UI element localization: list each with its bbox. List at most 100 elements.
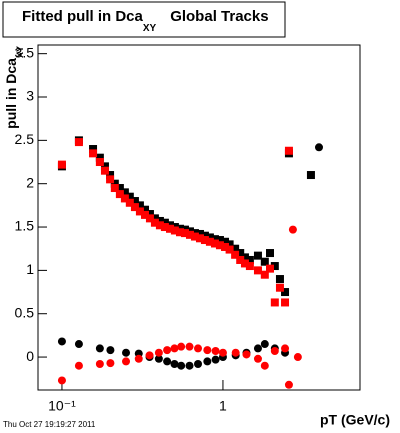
circle-marker	[260, 340, 269, 349]
square-marker	[170, 226, 179, 235]
circle-marker	[253, 354, 262, 363]
y-tick-label: 0	[26, 348, 34, 364]
circle-marker	[260, 361, 269, 370]
circle-marker	[163, 357, 172, 366]
square-marker	[185, 230, 194, 239]
square-marker	[210, 239, 219, 248]
square-marker	[225, 245, 234, 254]
square-marker	[145, 214, 154, 223]
square-marker	[150, 218, 159, 227]
circle-marker	[314, 143, 323, 152]
square-marker	[245, 262, 254, 271]
square-marker	[175, 228, 184, 237]
circle-marker	[284, 380, 293, 389]
circle-marker	[170, 359, 179, 368]
square-marker	[195, 229, 204, 238]
square-marker	[270, 298, 279, 307]
square-marker	[190, 232, 199, 241]
square-marker	[125, 192, 134, 201]
square-marker	[253, 266, 262, 275]
square-marker	[266, 249, 275, 258]
square-marker	[231, 250, 240, 259]
circle-marker	[281, 344, 290, 353]
x-axis-label: pT (GeV/c)	[320, 412, 390, 428]
square-marker	[160, 223, 169, 232]
circle-marker	[134, 354, 143, 363]
circle-marker	[106, 359, 115, 368]
circle-marker	[231, 348, 240, 357]
circle-marker	[154, 348, 163, 357]
square-marker	[110, 184, 119, 193]
title-subscript: XY	[143, 23, 157, 34]
square-marker	[253, 251, 262, 260]
circle-marker	[163, 346, 172, 355]
y-tick-label: 1.5	[15, 218, 35, 234]
circle-marker	[218, 348, 227, 357]
square-marker	[205, 237, 214, 246]
square-marker	[245, 255, 254, 264]
circle-marker	[154, 354, 163, 363]
circle-marker	[211, 355, 220, 364]
square-marker	[135, 207, 144, 216]
square-marker	[155, 216, 164, 225]
square-marker	[236, 255, 245, 264]
circle-marker	[293, 353, 302, 362]
y-tick-label: 2	[26, 174, 34, 190]
circle-marker	[74, 340, 83, 349]
square-marker	[281, 288, 290, 297]
square-marker	[160, 218, 169, 227]
square-marker	[150, 214, 159, 223]
plot-frame	[37, 44, 361, 391]
square-marker	[166, 224, 175, 233]
square-marker	[306, 171, 315, 180]
circle-marker	[211, 346, 220, 355]
square-marker	[89, 149, 98, 158]
square-marker	[130, 203, 139, 212]
square-marker	[215, 236, 224, 245]
square-marker	[100, 166, 109, 175]
square-marker	[221, 237, 230, 246]
square-marker	[260, 257, 269, 266]
circle-marker	[177, 342, 186, 351]
circle-marker	[185, 361, 194, 370]
y-tick-label: 0.5	[15, 304, 35, 320]
circle-marker	[95, 359, 104, 368]
square-marker	[141, 205, 150, 214]
y-tick-label: 3.5	[15, 44, 35, 60]
square-marker	[195, 234, 204, 243]
square-marker	[236, 249, 245, 258]
chart-title: Fitted pull in DcaXY Global Tracks	[22, 8, 269, 34]
circle-marker	[270, 346, 279, 355]
circle-marker	[203, 346, 212, 355]
circle-marker	[122, 348, 131, 357]
square-marker	[120, 194, 129, 203]
timestamp: Thu Oct 27 19:19:27 2011	[3, 420, 96, 429]
square-marker	[145, 210, 154, 219]
square-marker	[200, 236, 209, 245]
square-marker	[89, 145, 98, 154]
square-marker	[106, 175, 115, 184]
square-marker	[210, 235, 219, 244]
circle-marker	[170, 344, 179, 353]
square-marker	[281, 298, 290, 307]
circle-marker	[242, 350, 251, 359]
square-marker	[130, 197, 139, 206]
y-tick-label: 2.5	[15, 131, 35, 147]
square-marker	[275, 283, 284, 292]
square-marker	[135, 201, 144, 210]
square-marker	[95, 158, 104, 167]
square-marker	[231, 244, 240, 253]
square-marker	[100, 162, 109, 171]
square-marker	[155, 221, 164, 230]
square-marker	[240, 253, 249, 262]
circle-marker	[288, 225, 297, 234]
square-marker	[275, 275, 284, 284]
y-axis-label: pull in DcaXY	[3, 46, 26, 129]
circle-marker	[194, 344, 203, 353]
y-label-main: pull in Dca	[3, 58, 19, 129]
square-marker	[225, 240, 234, 249]
square-marker	[125, 198, 134, 207]
square-marker	[270, 262, 279, 271]
